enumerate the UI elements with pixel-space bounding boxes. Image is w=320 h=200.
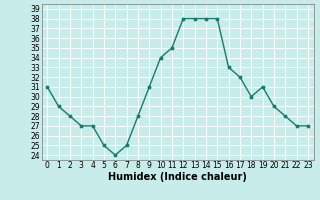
X-axis label: Humidex (Indice chaleur): Humidex (Indice chaleur) bbox=[108, 172, 247, 182]
